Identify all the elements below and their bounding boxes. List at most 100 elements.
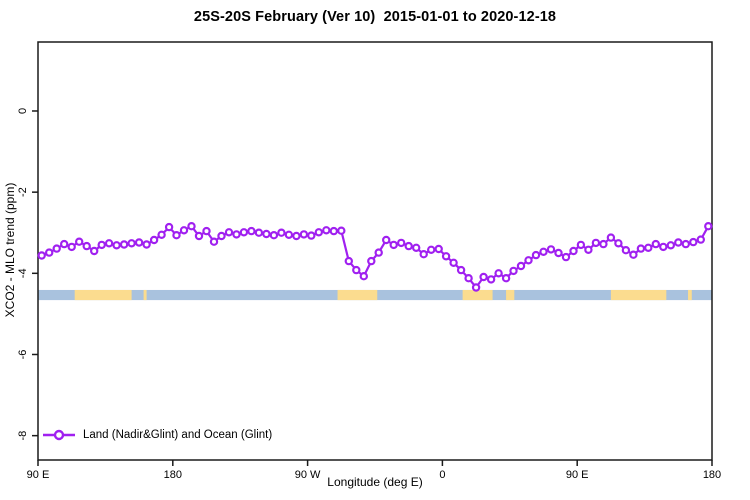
x-tick-label: 90 W bbox=[295, 469, 321, 481]
data-point-marker bbox=[202, 226, 211, 236]
surface-band-land-segment bbox=[688, 289, 692, 301]
data-point-marker bbox=[277, 228, 286, 237]
data-point-marker bbox=[97, 240, 106, 250]
x-axis-label: Longitude (deg E) bbox=[327, 475, 423, 489]
data-point-marker bbox=[247, 226, 256, 236]
data-point-marker bbox=[464, 274, 473, 283]
data-point-marker bbox=[651, 239, 661, 249]
data-point-marker bbox=[37, 251, 46, 260]
data-point-marker bbox=[404, 241, 413, 251]
data-point-marker bbox=[292, 231, 301, 241]
data-point-marker bbox=[539, 247, 548, 256]
data-point-marker bbox=[434, 244, 443, 254]
x-tick-label: 180 bbox=[703, 469, 721, 481]
data-point-marker bbox=[696, 235, 706, 244]
surface-band-land-segment bbox=[506, 289, 515, 301]
data-point-marker bbox=[479, 272, 488, 282]
data-point-marker bbox=[359, 272, 368, 281]
data-point-marker bbox=[659, 242, 668, 252]
data-point-marker bbox=[524, 256, 533, 265]
x-tick-label: 90 E bbox=[27, 469, 50, 481]
chart-title: 25S-20S February (Ver 10) 2015-01-01 to … bbox=[193, 9, 557, 25]
data-point-marker bbox=[681, 239, 691, 249]
data-point-marker bbox=[449, 258, 458, 267]
data-point-marker bbox=[584, 245, 593, 254]
surface-band-land-segment bbox=[143, 289, 147, 301]
data-point-marker bbox=[337, 226, 346, 235]
data-point-marker bbox=[74, 237, 84, 246]
data-point-marker bbox=[636, 244, 646, 253]
data-point-marker bbox=[52, 244, 61, 253]
data-point-marker bbox=[471, 283, 481, 292]
data-point-marker bbox=[269, 230, 279, 240]
data-point-marker bbox=[329, 226, 338, 236]
data-point-marker bbox=[509, 266, 518, 276]
y-tick-label: -6 bbox=[17, 350, 29, 360]
data-point-marker bbox=[606, 233, 616, 242]
data-point-marker bbox=[307, 231, 316, 240]
data-point-marker bbox=[704, 221, 713, 231]
x-tick-label: 180 bbox=[164, 469, 182, 481]
data-point-marker bbox=[599, 239, 608, 249]
data-point-marker bbox=[127, 239, 136, 248]
data-point-marker bbox=[427, 245, 436, 254]
y-tick-label: 0 bbox=[17, 108, 29, 114]
data-point-marker bbox=[89, 246, 99, 256]
data-point-marker bbox=[561, 252, 571, 262]
data-point-marker bbox=[239, 228, 249, 237]
surface-band-land-segment bbox=[610, 289, 667, 301]
data-point-marker bbox=[82, 241, 91, 251]
data-point-marker bbox=[157, 230, 166, 239]
data-point-marker bbox=[591, 238, 601, 248]
data-point-marker bbox=[569, 246, 578, 256]
x-tick-label: 0 bbox=[439, 469, 445, 481]
y-tick-label: -2 bbox=[17, 187, 29, 197]
data-point-marker bbox=[554, 248, 563, 258]
y-tick-label: -4 bbox=[17, 268, 29, 278]
data-point-marker bbox=[666, 241, 676, 250]
data-point-marker bbox=[322, 226, 331, 235]
axis-frame bbox=[37, 41, 713, 461]
data-point-marker bbox=[314, 228, 323, 237]
data-point-marker bbox=[67, 242, 76, 252]
data-point-marker bbox=[232, 230, 241, 239]
data-point-marker bbox=[494, 269, 503, 278]
data-point-marker bbox=[516, 261, 526, 271]
data-point-marker bbox=[389, 240, 398, 250]
data-point-marker bbox=[629, 250, 638, 259]
data-point-marker bbox=[531, 250, 541, 260]
data-point-marker bbox=[674, 238, 683, 247]
legend: Land (Nadir&Glint) and Ocean (Glint) bbox=[42, 429, 272, 441]
data-point-marker bbox=[501, 274, 511, 283]
data-point-marker bbox=[614, 239, 623, 248]
data-point-marker bbox=[119, 240, 129, 249]
data-point-marker bbox=[149, 235, 159, 245]
data-point-marker bbox=[397, 238, 406, 248]
data-point-marker bbox=[45, 248, 54, 257]
data-point-marker bbox=[164, 222, 174, 232]
legend-line-marker-icon bbox=[43, 429, 75, 441]
data-point-marker bbox=[367, 256, 376, 266]
x-tick-label: 90 E bbox=[566, 469, 589, 481]
surface-band-land-segment bbox=[74, 289, 132, 301]
data-point-marker bbox=[262, 229, 271, 239]
y-tick-label: -8 bbox=[17, 431, 29, 441]
data-point-marker bbox=[576, 240, 586, 250]
data-point-marker bbox=[59, 239, 69, 249]
data-point-marker bbox=[142, 240, 151, 249]
surface-band-land-segment bbox=[337, 289, 378, 301]
data-point-marker bbox=[456, 265, 466, 275]
data-point-marker bbox=[224, 228, 234, 237]
data-point-marker bbox=[374, 248, 383, 257]
surface-band-land-segment bbox=[462, 289, 493, 301]
data-point-marker bbox=[104, 239, 114, 248]
data-point-marker bbox=[134, 238, 144, 247]
data-point-marker bbox=[194, 231, 204, 241]
data-point-marker bbox=[382, 235, 391, 245]
data-point-marker bbox=[112, 241, 121, 250]
data-point-marker bbox=[352, 265, 361, 275]
data-point-marker bbox=[412, 243, 421, 252]
data-point-marker bbox=[344, 256, 353, 266]
